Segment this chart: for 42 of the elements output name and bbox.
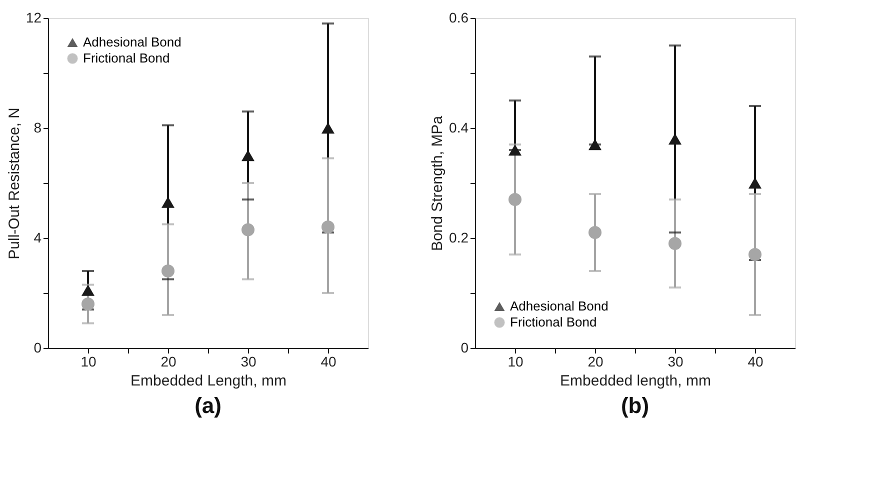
x-tick-label: 30 (240, 354, 256, 370)
point (161, 196, 175, 208)
point (748, 248, 762, 262)
y-tick-label: 0 (460, 340, 469, 356)
point (241, 150, 255, 162)
y-tick-label: 8 (34, 120, 42, 136)
y-tick-label: 4 (34, 230, 42, 246)
point (668, 133, 682, 145)
x-tick-label: 20 (588, 354, 604, 370)
point (668, 236, 682, 250)
x-tick-label: 20 (160, 354, 176, 370)
y-tick-label: 12 (26, 10, 42, 26)
legend-label: Frictional Bond (510, 314, 597, 330)
x-tick-label: 10 (508, 354, 524, 370)
x-tick-label: 40 (320, 354, 336, 370)
y-tick-label: 0.4 (449, 120, 469, 136)
y-axis-title: Pull-Out Resistance, N (6, 108, 23, 260)
point (588, 138, 602, 150)
y-tick-label: 0.2 (449, 230, 469, 246)
x-tick-label: 40 (748, 354, 764, 370)
x-axis-title: Embedded Length, mm (130, 372, 286, 390)
x-tick-label: 10 (80, 354, 96, 370)
y-tick-label: 0 (34, 340, 42, 356)
legend-label: Adhesional Bond (510, 298, 608, 314)
x-tick-label: 30 (668, 354, 684, 370)
point (81, 284, 95, 296)
point (241, 223, 255, 236)
point (321, 122, 335, 134)
legend-label: Adhesional Bond (83, 34, 182, 50)
legend-label: Frictional Bond (83, 50, 170, 66)
point (588, 226, 602, 240)
point (508, 144, 522, 156)
text: (b) (620, 393, 650, 418)
x-axis-title: Embedded length, mm (560, 372, 711, 390)
point (748, 177, 762, 189)
y-tick-label: 0.6 (449, 10, 469, 26)
y-axis-title: Bond Strength, MPa (429, 115, 446, 252)
point (161, 264, 175, 278)
point (508, 192, 522, 206)
text: (a) (194, 393, 222, 418)
point (81, 297, 95, 311)
point (321, 220, 335, 234)
